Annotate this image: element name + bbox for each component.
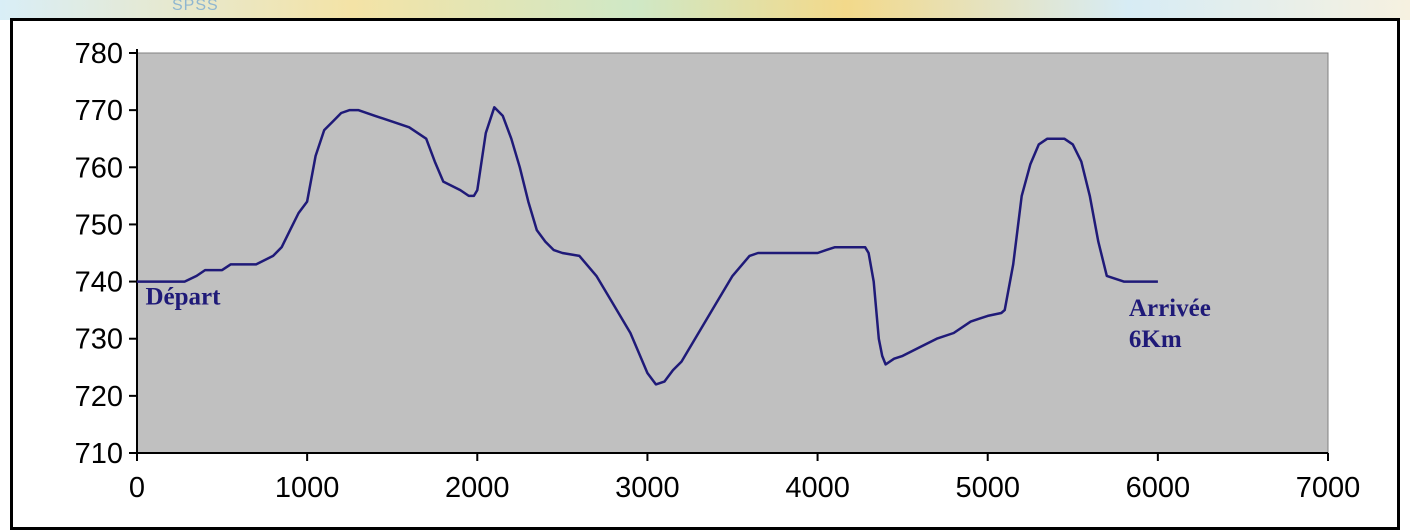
plot-area: [136, 52, 1329, 454]
x-tick-label: 4000: [785, 472, 850, 504]
y-tick-label: 780: [75, 38, 123, 70]
background-partial-text: SPSS: [172, 0, 219, 14]
y-tick-label: 750: [75, 209, 123, 241]
x-tick-label: 0: [129, 472, 145, 504]
annotation-start: Départ: [146, 283, 222, 310]
x-tick-label: 6000: [1126, 472, 1191, 504]
ticks: 710 720 730 740 750 760 770 780 0 1000 2000 3000 400…: [75, 38, 1361, 504]
x-tick-label: 2000: [445, 472, 510, 504]
series-group: [137, 106, 1158, 386]
background-map-strip: SPSS: [0, 0, 1410, 20]
y-tick-label: 740: [75, 267, 123, 299]
y-tick-label: 710: [75, 438, 123, 470]
x-tick-label: 1000: [275, 472, 340, 504]
elevation-line: [137, 106, 1158, 386]
y-tick-label: 720: [75, 381, 123, 413]
axes: [136, 49, 1328, 454]
annotations: Départ Arrivée 6Km: [146, 283, 1211, 352]
x-tick-label: 5000: [955, 472, 1020, 504]
x-tick-label: 7000: [1296, 472, 1361, 504]
annotation-end: Arrivée 6Km: [1129, 295, 1211, 353]
x-tick-label: 3000: [615, 472, 680, 504]
y-tick-label: 760: [75, 152, 123, 184]
y-tick-label: 730: [75, 324, 123, 356]
y-tick-label: 770: [75, 95, 123, 127]
